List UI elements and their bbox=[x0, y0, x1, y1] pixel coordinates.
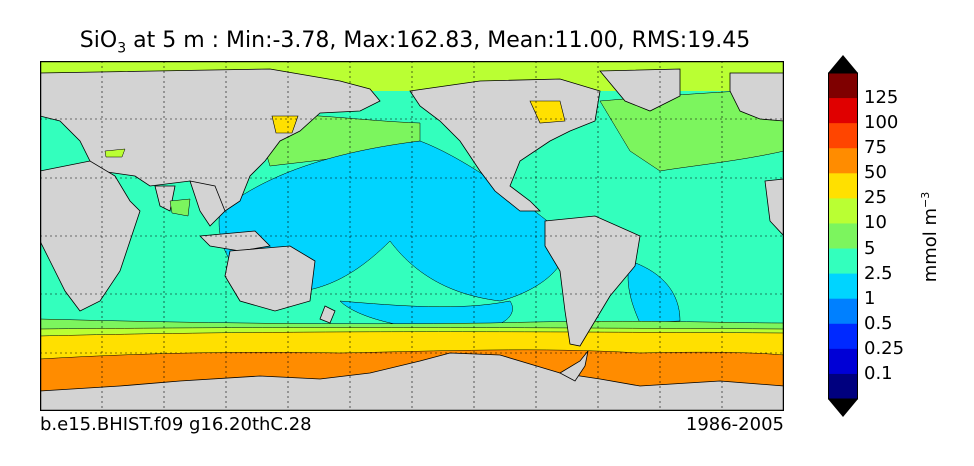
colorbar-segment bbox=[828, 248, 858, 275]
colorbar bbox=[828, 55, 858, 417]
colorbar-segment bbox=[828, 173, 858, 199]
map-title: SiO3 at 5 m : Min:-3.78, Max:162.83, Mea… bbox=[79, 28, 751, 57]
colorbar-extend-min bbox=[828, 399, 858, 417]
australia bbox=[224, 245, 316, 312]
colorbar-tick-label: 100 bbox=[864, 112, 899, 134]
colorbar-unit-label: mmol m−3 bbox=[919, 191, 941, 283]
colorbar-tick-label: 1 bbox=[864, 287, 876, 309]
colorbar-segment bbox=[828, 73, 858, 99]
date-range: 1986-2005 bbox=[685, 414, 784, 435]
colorbar-tick-label: 0.1 bbox=[864, 362, 893, 384]
hudson-bay bbox=[529, 100, 566, 124]
black-sea bbox=[104, 148, 126, 158]
india bbox=[154, 185, 176, 212]
colorbar-segment bbox=[828, 198, 858, 224]
southeast-asia bbox=[189, 180, 226, 227]
colorbar-tick-label: 0.25 bbox=[864, 337, 905, 359]
graticule bbox=[40, 61, 784, 411]
colorbar-segment bbox=[828, 298, 858, 325]
colorbar-ticks: 125 100 75 50 25 10 5 2.5 1 0.5 0.25 0.1 bbox=[864, 60, 924, 410]
new-zealand bbox=[319, 305, 336, 324]
colorbar-segment bbox=[828, 373, 858, 400]
colorbar-tick-label: 75 bbox=[864, 137, 887, 159]
antarctic-peninsula bbox=[559, 350, 589, 382]
colorbar-tick-label: 10 bbox=[864, 212, 887, 234]
colorbar-tick-label: 125 bbox=[864, 87, 899, 109]
colorbar-segment bbox=[828, 273, 858, 300]
colorbar-tick-label: 0.5 bbox=[864, 312, 893, 334]
colorbar-segment bbox=[828, 323, 858, 350]
colorbar-tick-label: 5 bbox=[864, 237, 876, 259]
africa-east-edge bbox=[764, 178, 784, 237]
colorbar-tick-label: 50 bbox=[864, 162, 887, 184]
colorbar-tick-label: 25 bbox=[864, 187, 887, 209]
colorbar-segment bbox=[828, 123, 858, 149]
colorbar-segment bbox=[828, 223, 858, 250]
bay-of-bengal-green bbox=[169, 198, 191, 217]
colorbar-extend-max bbox=[828, 55, 858, 73]
eurasia bbox=[40, 68, 381, 212]
colorbar-outline bbox=[828, 72, 858, 400]
case-name: b.e15.BHIST.f09 g16.20thC.28 bbox=[40, 414, 312, 435]
map-panel bbox=[40, 61, 784, 411]
map-frame bbox=[40, 61, 784, 411]
south-atlantic-blue bbox=[627, 260, 681, 324]
indonesia bbox=[199, 230, 271, 252]
colorbar-segment bbox=[828, 98, 858, 124]
south-america bbox=[544, 215, 641, 347]
sea-of-okhotsk bbox=[271, 115, 299, 134]
colorbar-tick-label: 2.5 bbox=[864, 262, 893, 284]
colorbar-segment bbox=[828, 348, 858, 375]
greenland bbox=[599, 68, 681, 112]
colorbar-segment bbox=[828, 148, 858, 174]
